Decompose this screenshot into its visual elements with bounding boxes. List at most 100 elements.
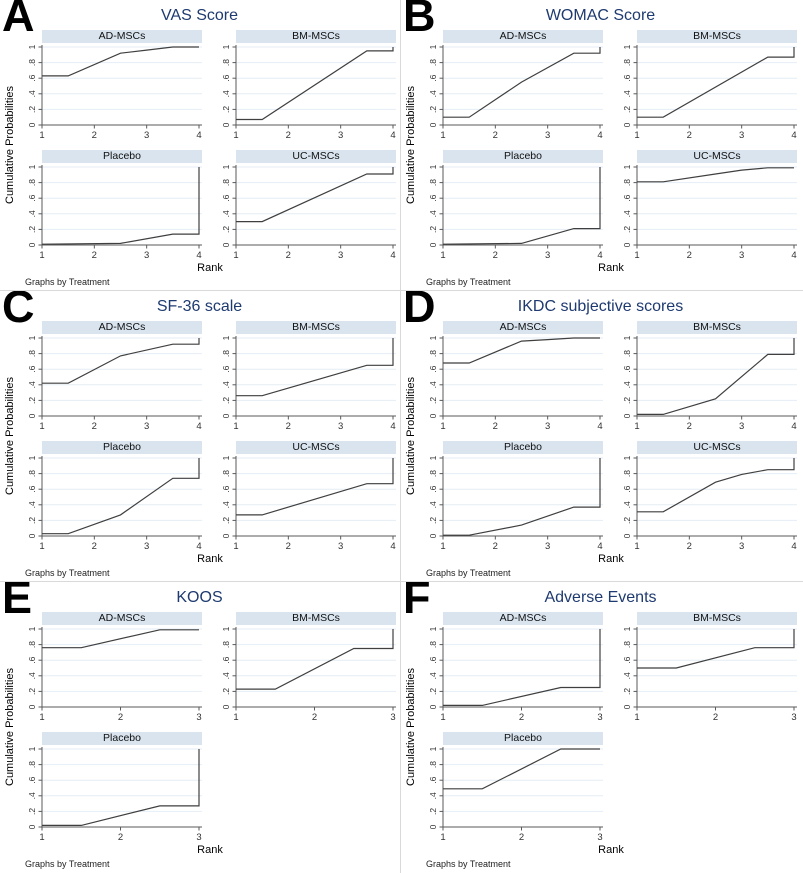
y-tick-label: .4 — [428, 672, 438, 679]
cumulative-probability-curve — [42, 629, 199, 649]
y-tick-label: .6 — [428, 485, 438, 492]
x-tick-label: 1 — [233, 250, 238, 261]
x-tick-label: 3 — [739, 250, 744, 261]
x-axis-label: Rank — [197, 844, 223, 856]
y-tick-label: .6 — [622, 485, 632, 492]
x-tick-label: 4 — [196, 421, 201, 432]
y-tick-label: 0 — [428, 413, 438, 418]
x-tick-label: 3 — [739, 541, 744, 552]
cumulative-probability-curve — [236, 47, 394, 121]
cumulative-probability-curve — [236, 458, 394, 516]
subplot-header: UC-MSCs — [236, 150, 396, 163]
x-tick-label: 1 — [39, 250, 44, 261]
x-tick-label: 1 — [233, 130, 238, 141]
y-tick-label: 1 — [27, 626, 37, 631]
x-tick-label: 3 — [338, 250, 343, 261]
x-tick-label: 4 — [791, 250, 796, 261]
x-tick-label: 2 — [493, 541, 498, 552]
panel-C: C SF-36 scale Cumulative Probabilities AD-M… — [0, 291, 400, 581]
subplot-header: BM-MSCs — [637, 30, 797, 43]
panel-A: A VAS Score Cumulative Probabilities AD-MSC… — [0, 0, 400, 290]
y-tick-label: 1 — [622, 44, 632, 49]
y-axis-label: Cumulative Probabilities — [405, 86, 417, 204]
x-tick-label: 1 — [39, 541, 44, 552]
y-tick-label: 1 — [221, 455, 231, 460]
y-tick-label: .6 — [221, 485, 231, 492]
y-tick-label: 0 — [27, 824, 37, 829]
subplot-header: Placebo — [443, 732, 603, 745]
x-tick-label: 3 — [144, 421, 149, 432]
subplot-header: BM-MSCs — [236, 612, 396, 625]
y-tick-label: .2 — [221, 517, 231, 524]
x-tick-label: 4 — [390, 541, 395, 552]
x-axis-label: Rank — [598, 844, 624, 856]
x-tick-label: 1 — [233, 712, 238, 723]
cumulative-probability-curve — [41, 167, 200, 245]
chart-ad-mscs: 0 .2 .4 .6 .8 1 1 2 3 4 — [27, 335, 202, 432]
panel-letter: D — [403, 291, 436, 332]
y-tick-label: .6 — [221, 194, 231, 201]
y-tick-label: .4 — [27, 501, 37, 508]
y-tick-label: .2 — [27, 106, 37, 113]
subplot-header: AD-MSCs — [443, 321, 603, 334]
y-tick-label: .4 — [221, 672, 231, 679]
x-tick-label: 1 — [440, 541, 445, 552]
x-tick-label: 3 — [545, 250, 550, 261]
x-tick-label: 3 — [545, 541, 550, 552]
x-axis-label: Rank — [598, 262, 624, 274]
y-tick-label: .2 — [221, 106, 231, 113]
y-tick-label: .8 — [622, 470, 632, 477]
x-tick-label: 1 — [634, 130, 639, 141]
y-tick-label: 1 — [428, 455, 438, 460]
cumulative-probability-curve — [443, 47, 601, 118]
panel-title: VAS Score — [160, 7, 239, 24]
subplot-placebo: Placebo 0 .2 .4 .6 .8 1 1 2 3 — [422, 732, 606, 843]
y-tick-label: .8 — [27, 350, 37, 357]
y-tick-label: .6 — [221, 74, 231, 81]
subplot-header: Placebo — [443, 441, 603, 454]
y-axis-label: Cumulative Probabilities — [405, 668, 417, 786]
x-tick-label: 2 — [493, 130, 498, 141]
x-tick-label: 4 — [390, 250, 395, 261]
chart-placebo: 0 .2 .4 .6 .8 1 1 2 3 4 — [27, 455, 202, 552]
x-tick-label: 1 — [440, 421, 445, 432]
cumulative-probability-curve — [637, 47, 795, 118]
y-tick-label: .4 — [428, 210, 438, 217]
y-tick-label: .2 — [428, 808, 438, 815]
panel-title: IKDC subjective scores — [517, 298, 684, 315]
chart-placebo: 0 .2 .4 .6 .8 1 1 2 3 4 — [428, 164, 603, 261]
x-tick-label: 2 — [92, 541, 97, 552]
subplot-header: UC-MSCs — [637, 441, 797, 454]
y-tick-label: .2 — [27, 688, 37, 695]
chart-bm-mscs: 0 .2 .4 .6 .8 1 1 2 3 4 — [221, 44, 396, 141]
y-tick-label: .4 — [428, 90, 438, 97]
chart-placebo: 0 .2 .4 .6 .8 1 1 2 3 4 — [428, 455, 603, 552]
y-tick-label: 0 — [622, 533, 632, 538]
y-tick-label: 1 — [221, 626, 231, 631]
y-tick-label: 0 — [221, 122, 231, 127]
y-tick-label: .8 — [221, 641, 231, 648]
y-tick-label: .4 — [27, 381, 37, 388]
y-tick-label: .8 — [428, 641, 438, 648]
x-tick-label: 1 — [440, 130, 445, 141]
x-tick-label: 2 — [312, 712, 317, 723]
y-tick-label: 1 — [428, 164, 438, 169]
y-tick-label: 0 — [428, 242, 438, 247]
y-tick-label: 0 — [221, 704, 231, 709]
cumulative-probability-curve — [443, 748, 600, 790]
x-tick-label: 3 — [338, 541, 343, 552]
cumulative-probability-curve — [637, 167, 794, 183]
chart-uc-mscs: 0 .2 .4 .6 .8 1 1 2 3 4 — [622, 455, 797, 552]
graphs-by-note: Graphs by Treatment — [426, 277, 511, 287]
panel-D: D IKDC subjective scores Cumulative Probab… — [401, 291, 803, 581]
y-tick-label: 1 — [27, 164, 37, 169]
y-tick-label: 1 — [221, 335, 231, 340]
subplot-header: Placebo — [443, 150, 603, 163]
y-tick-label: .4 — [622, 381, 632, 388]
cumulative-probability-curve — [637, 629, 795, 669]
panel-E: E KOOS Cumulative Probabilities AD-MSCs 0.2.… — [0, 582, 400, 873]
y-tick-label: .6 — [27, 656, 37, 663]
x-tick-label: 4 — [791, 130, 796, 141]
x-axis-label: Rank — [197, 262, 223, 274]
y-tick-label: 0 — [622, 704, 632, 709]
